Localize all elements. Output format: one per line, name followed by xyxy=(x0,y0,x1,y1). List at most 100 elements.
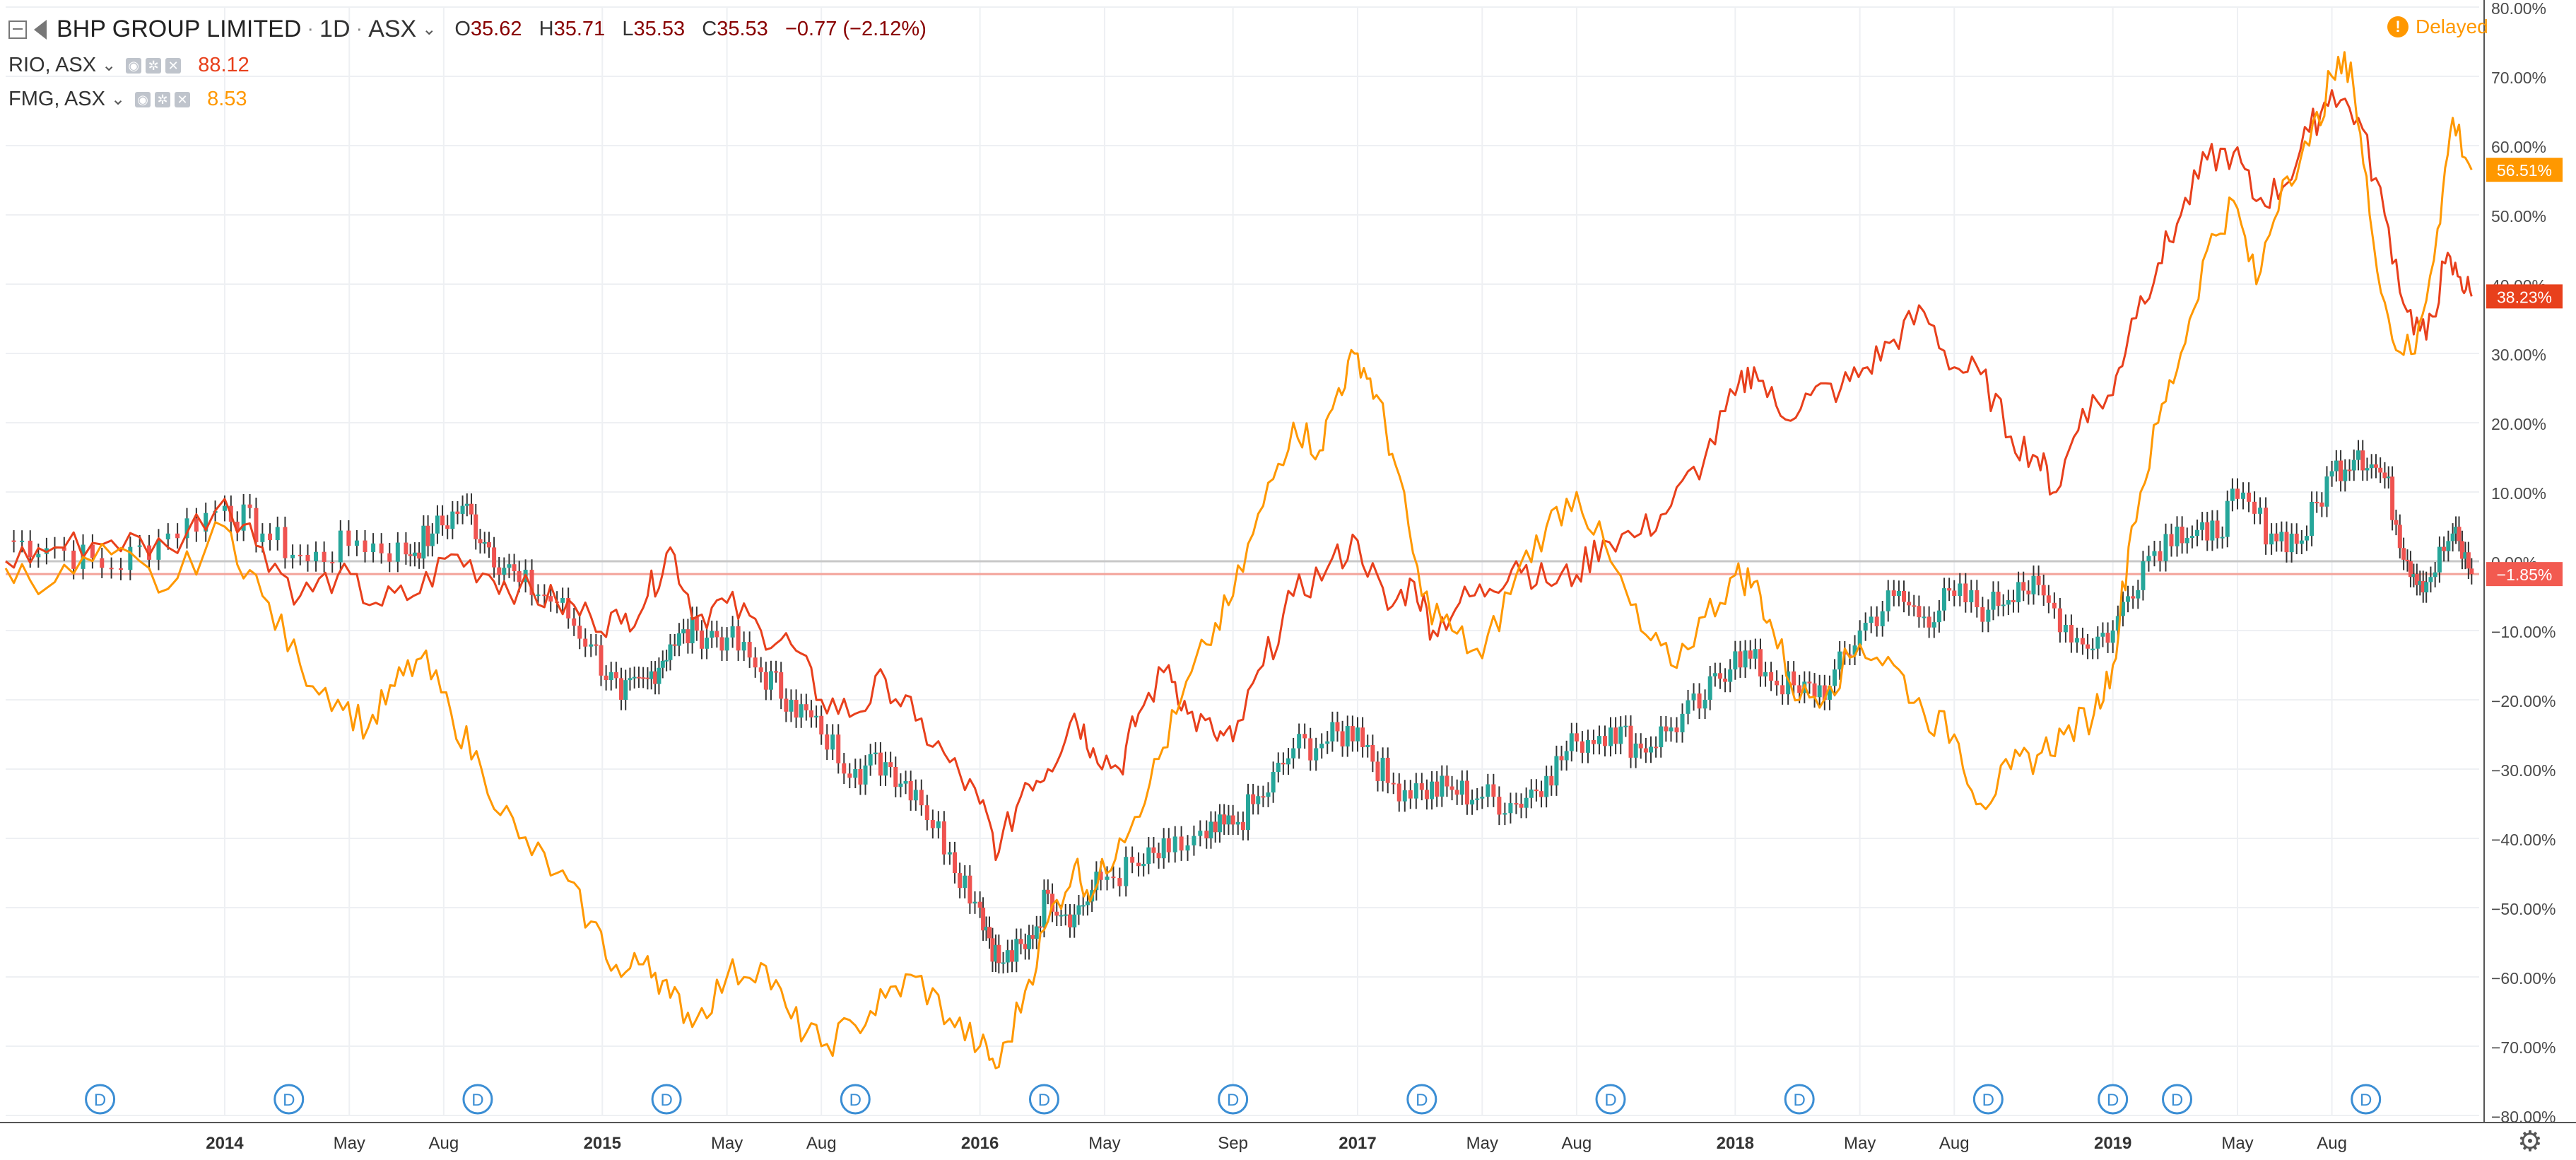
interval-label[interactable]: 1D xyxy=(319,16,351,42)
dividend-marker[interactable]: D xyxy=(1028,1084,1059,1115)
x-tick-label: May xyxy=(334,1134,365,1153)
dividend-marker[interactable]: D xyxy=(462,1084,493,1115)
dividend-marker[interactable]: D xyxy=(1406,1084,1437,1115)
dividend-marker[interactable]: D xyxy=(1784,1084,1815,1115)
candle-body xyxy=(2329,471,2334,477)
flag-icon[interactable] xyxy=(34,19,47,40)
dividend-marker[interactable]: D xyxy=(85,1084,116,1115)
gear-icon[interactable]: ✲ xyxy=(146,57,162,74)
dividend-marker[interactable]: D xyxy=(651,1084,682,1115)
candle-body xyxy=(184,518,189,539)
candle-body xyxy=(1396,783,1401,802)
candle-body xyxy=(235,521,240,531)
x-tick-label: 2014 xyxy=(206,1134,244,1153)
badge-bhp-label: −1.85% xyxy=(2497,566,2553,584)
dividend-marker[interactable]: D xyxy=(1972,1084,2004,1115)
dividend-marker[interactable]: D xyxy=(2351,1084,2382,1115)
candle-body xyxy=(1470,799,1475,805)
x-tick-label: Aug xyxy=(428,1134,459,1153)
symbol-title[interactable]: BHP GROUP LIMITED xyxy=(57,16,302,42)
candle-body xyxy=(2247,492,2252,502)
candle-body xyxy=(2405,559,2410,561)
gear-icon[interactable]: ✲ xyxy=(155,91,171,107)
candle-body xyxy=(1780,685,1785,695)
series-rio-line xyxy=(5,89,2473,862)
dividend-marker[interactable]: D xyxy=(1595,1084,1626,1115)
close-icon[interactable]: ✕ xyxy=(165,57,182,74)
candle-body xyxy=(71,550,76,569)
candle-body xyxy=(548,596,553,602)
candle-body xyxy=(1508,803,1513,814)
candle-body xyxy=(2184,538,2189,544)
settings-gear-icon[interactable]: ⚙ xyxy=(2517,1126,2543,1157)
candle-body xyxy=(1643,748,1648,753)
close-icon[interactable]: ✕ xyxy=(175,91,191,107)
candle-body xyxy=(958,873,963,889)
candle-body xyxy=(2120,602,2125,616)
candle-body xyxy=(908,780,913,801)
candle-body xyxy=(175,533,180,539)
dividend-marker-label: D xyxy=(2360,1091,2372,1110)
candle-body xyxy=(660,660,665,668)
candle-body xyxy=(502,568,507,575)
dividend-marker[interactable]: D xyxy=(840,1084,871,1115)
candle-body xyxy=(1261,796,1266,798)
dividend-marker-circle xyxy=(651,1084,682,1115)
dividend-marker[interactable]: D xyxy=(274,1084,305,1115)
candle-body xyxy=(676,633,681,646)
legend-item-rio[interactable]: RIO, ASX ⌄ ◉ ✲ ✕ 88.12 xyxy=(8,54,249,77)
candle-body xyxy=(147,545,152,560)
candle-body xyxy=(1355,727,1360,742)
delayed-indicator[interactable]: ! Delayed xyxy=(2387,16,2488,38)
candle-body xyxy=(2264,508,2269,545)
candle-body xyxy=(686,629,690,643)
candle-body xyxy=(290,554,295,558)
candle-body xyxy=(2057,608,2062,633)
candle-body xyxy=(1081,905,1086,907)
candle-body xyxy=(2200,522,2205,530)
dividend-marker[interactable]: D xyxy=(2162,1084,2193,1115)
eye-icon[interactable]: ◉ xyxy=(135,91,151,107)
candle-body xyxy=(1792,671,1796,686)
candle-body xyxy=(2069,625,2074,643)
legend-symbol-rio[interactable]: RIO, ASX xyxy=(8,54,97,76)
candle-body xyxy=(222,505,227,511)
candle-body xyxy=(1286,758,1291,765)
chevron-down-icon[interactable]: ⌄ xyxy=(422,20,437,39)
candle-body xyxy=(1936,610,1941,623)
legend-item-fmg[interactable]: FMG, ASX ⌄ ◉ ✲ ✕ 8.53 xyxy=(8,88,247,111)
candle-body xyxy=(2433,572,2437,578)
candle-body xyxy=(1680,713,1685,732)
eye-icon[interactable]: ◉ xyxy=(126,57,142,74)
badge-rio-bg xyxy=(2486,284,2563,309)
candle-body xyxy=(2152,551,2157,556)
dividend-marker-circle xyxy=(462,1084,493,1115)
candle-body xyxy=(61,547,66,551)
dividend-marker[interactable]: D xyxy=(2098,1084,2129,1115)
dividend-marker-circle xyxy=(274,1084,305,1115)
chevron-down-icon[interactable]: ⌄ xyxy=(102,56,117,75)
chevron-down-icon[interactable]: ⌄ xyxy=(110,90,126,109)
dividend-marker-label: D xyxy=(849,1091,861,1110)
candle-body xyxy=(322,551,327,562)
candle-body xyxy=(804,704,808,710)
candle-body xyxy=(2258,508,2263,514)
candle-body xyxy=(90,544,95,558)
dividend-marker-circle xyxy=(2162,1084,2193,1115)
candle-body xyxy=(1430,781,1435,799)
candle-body xyxy=(1697,693,1702,709)
candle-body xyxy=(2189,536,2194,539)
candle-body xyxy=(2334,460,2339,471)
legend-symbol-fmg[interactable]: FMG, ASX xyxy=(8,88,105,110)
candle-body xyxy=(1807,681,1812,684)
candle-body xyxy=(478,539,483,544)
candle-body xyxy=(1596,736,1601,744)
collapse-icon[interactable] xyxy=(8,20,27,39)
candle-body xyxy=(2090,648,2095,650)
candle-body xyxy=(599,645,604,676)
candle-body xyxy=(799,704,804,718)
candle-body xyxy=(2315,501,2319,503)
candle-body xyxy=(1136,862,1141,867)
dividend-marker[interactable]: D xyxy=(1218,1084,1249,1115)
